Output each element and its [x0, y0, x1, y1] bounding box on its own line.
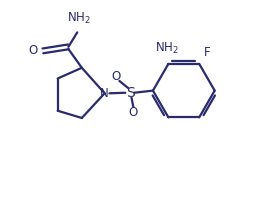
Text: NH$_2$: NH$_2$ [67, 11, 91, 26]
Text: O: O [129, 106, 138, 119]
Text: O: O [29, 44, 38, 57]
Text: O: O [112, 70, 121, 83]
Text: F: F [204, 46, 211, 59]
Text: N: N [100, 87, 109, 100]
Text: S: S [126, 86, 134, 100]
Text: NH$_2$: NH$_2$ [155, 41, 179, 56]
